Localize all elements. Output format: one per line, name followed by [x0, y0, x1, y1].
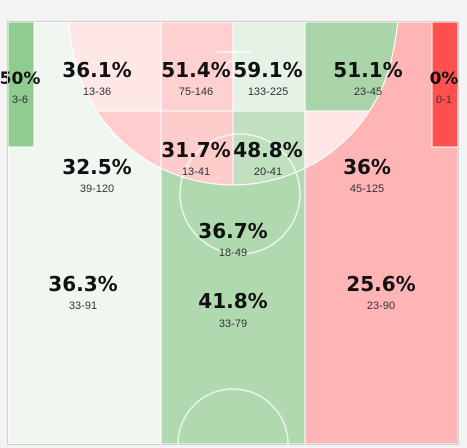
court-border	[7, 21, 459, 445]
zone-pct-left-baseline-midrange: 36.1%	[62, 58, 131, 82]
zone-top-key-three	[160, 167, 306, 445]
zone-pct-right-wing-midrange: 36%	[343, 155, 391, 179]
zone-pct-left-paint-baseline: 51.4%	[161, 58, 230, 82]
free-throw-circle-marking	[179, 133, 301, 255]
zone-pct-top-key-three: 41.8%	[198, 289, 267, 313]
zone-ratio-right-wing-midrange: 45-125	[350, 183, 384, 195]
zone-pct-left-wing-three: 36.3%	[48, 272, 117, 296]
zone-pct-right-paint-upper: 48.8%	[233, 138, 302, 162]
zone-pct-left-wing-midrange: 32.5%	[62, 155, 131, 179]
zone-ratio-right-baseline-midrange: 23-45	[354, 86, 382, 98]
zone-ratio-right-wing-three: 23-90	[367, 300, 395, 312]
zone-pct-right-wing-three: 25.6%	[346, 272, 415, 296]
zone-ratio-left-corner-three: 3-6	[12, 94, 28, 106]
zone-layer	[7, 21, 459, 445]
zone-ratio-left-paint-upper: 13-41	[182, 166, 210, 178]
zone-pct-left-paint-upper: 31.7%	[161, 138, 230, 162]
zone-pct-right-paint-baseline: 59.1%	[233, 58, 302, 82]
zone-pct-right-baseline-midrange: 51.1%	[333, 58, 402, 82]
zone-ratio-left-paint-baseline: 75-146	[179, 86, 213, 98]
rim-marking	[224, 60, 242, 78]
zone-ratio-right-corner-three: 0-1	[436, 94, 452, 106]
zone-pct-right-corner-three: 0%	[430, 69, 459, 89]
zone-pct-top-key-midrange: 36.7%	[198, 219, 267, 243]
zone-ratio-right-paint-upper: 20-41	[254, 166, 282, 178]
zone-ratio-top-key-three: 33-79	[219, 318, 247, 330]
zone-ratio-top-key-midrange: 18-49	[219, 247, 247, 259]
zone-ratio-left-wing-three: 33-91	[69, 300, 97, 312]
zone-labels: 50% 3-6 36.1% 13-36 51.4% 75-146 59.1% 133-225 5…	[0, 58, 458, 330]
zone-ratio-left-wing-midrange: 39-120	[80, 183, 114, 195]
zone-ratio-right-paint-baseline: 133-225	[248, 86, 288, 98]
zone-ratio-left-baseline-midrange: 13-36	[83, 86, 111, 98]
zone-pct-left-corner-three: 50%	[0, 69, 40, 89]
